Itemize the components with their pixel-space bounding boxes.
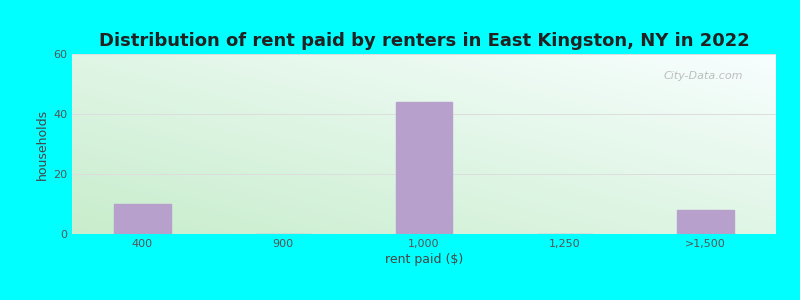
- X-axis label: rent paid ($): rent paid ($): [385, 253, 463, 266]
- Bar: [114, 204, 170, 234]
- Bar: [396, 102, 452, 234]
- Y-axis label: households: households: [36, 108, 49, 180]
- Bar: [678, 210, 734, 234]
- Text: City-Data.com: City-Data.com: [663, 70, 743, 81]
- Title: Distribution of rent paid by renters in East Kingston, NY in 2022: Distribution of rent paid by renters in …: [98, 32, 750, 50]
